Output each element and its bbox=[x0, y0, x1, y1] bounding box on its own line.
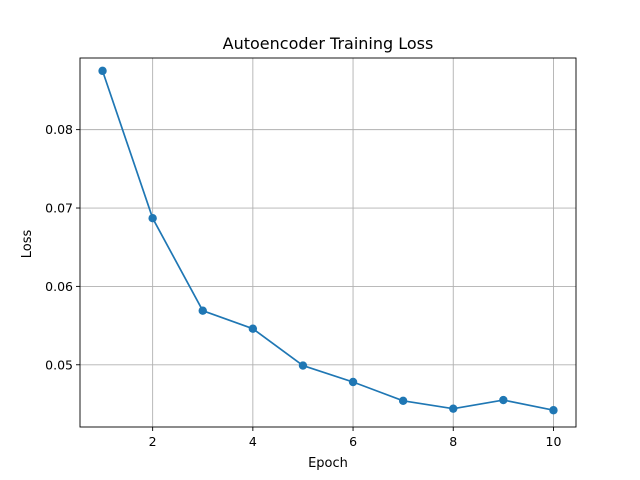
y-tick-label: 0.08 bbox=[45, 122, 73, 137]
series-layer bbox=[98, 66, 558, 415]
plot-frame bbox=[79, 57, 577, 428]
x-tick-label: 10 bbox=[546, 434, 562, 449]
chart-title: Autoencoder Training Loss bbox=[223, 34, 434, 53]
data-point bbox=[549, 406, 558, 415]
data-point bbox=[499, 395, 508, 405]
data-point bbox=[248, 324, 258, 333]
x-axis-label: Epoch bbox=[308, 456, 348, 471]
data-point bbox=[98, 66, 107, 76]
data-point bbox=[148, 214, 157, 223]
data-point bbox=[198, 306, 207, 315]
x-tick-label: 6 bbox=[349, 434, 357, 449]
y-tick-label: 0.06 bbox=[45, 279, 73, 294]
data-point bbox=[449, 404, 458, 413]
data-point bbox=[348, 377, 358, 387]
y-axis-ticks: 0.05 0.06 0.07 0.08 bbox=[45, 122, 80, 372]
grid-lines bbox=[80, 58, 576, 427]
x-tick-label: 8 bbox=[449, 434, 457, 449]
series-line bbox=[101, 70, 554, 412]
y-tick-label: 0.05 bbox=[45, 357, 73, 372]
x-tick-label: 4 bbox=[249, 434, 257, 449]
x-axis-ticks: 2 4 6 8 10 bbox=[149, 427, 562, 449]
y-axis-label: Loss bbox=[20, 230, 35, 259]
y-tick-label: 0.07 bbox=[45, 201, 73, 216]
data-point bbox=[398, 396, 408, 406]
x-tick-label: 2 bbox=[149, 434, 157, 449]
data-point bbox=[298, 361, 308, 370]
